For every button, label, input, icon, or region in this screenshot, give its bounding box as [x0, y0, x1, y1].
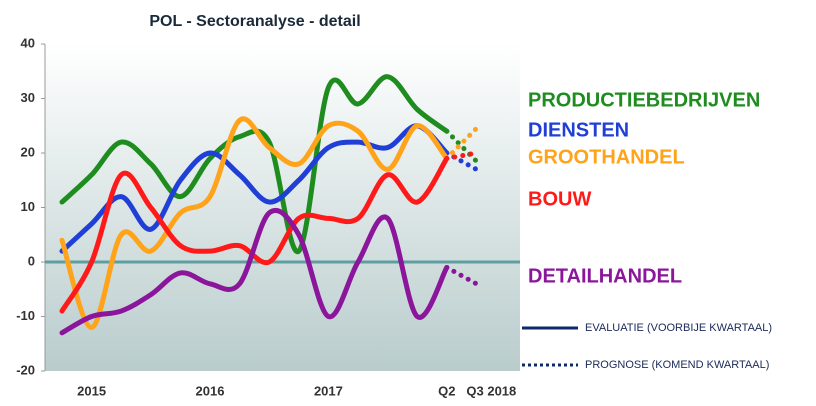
legend-text: EVALUATIE (VOORBIJE KWARTAAL) — [585, 322, 772, 334]
y-tick-label: 40 — [21, 35, 35, 50]
x-tick-label: Q3 2018 — [466, 383, 516, 398]
series-line — [59, 207, 450, 336]
series-line — [59, 74, 450, 254]
forecast-line — [444, 150, 479, 161]
x-tick-label: Q2 — [438, 383, 455, 398]
y-tick-label: -20 — [16, 362, 35, 377]
series-line — [59, 123, 450, 254]
forecast-line — [444, 150, 479, 172]
series-label: DIENSTEN — [528, 119, 629, 141]
y-tick-label: 0 — [28, 253, 35, 268]
series-label: GROOTHANDEL — [528, 146, 685, 168]
chart-title: POL - Sectoranalyse - detail — [149, 13, 360, 30]
forecast-line — [444, 128, 479, 164]
y-tick-label: 10 — [21, 199, 35, 214]
y-tick-label: -10 — [16, 308, 35, 323]
legend-text: PROGNOSE (KOMEND KWARTAAL) — [585, 359, 769, 371]
forecast-line — [444, 264, 479, 287]
series-label: PRODUCTIEBEDRIJVEN — [528, 89, 760, 111]
y-tick-label: 20 — [21, 144, 35, 159]
x-tick-label: 2015 — [77, 383, 106, 398]
y-tick-label: 30 — [21, 90, 35, 105]
series-label: DETAILHANDEL — [528, 265, 682, 287]
x-tick-label: 2017 — [314, 383, 343, 398]
series-line — [59, 116, 450, 330]
series-label: BOUW — [528, 188, 591, 210]
x-tick-label: 2016 — [196, 383, 225, 398]
